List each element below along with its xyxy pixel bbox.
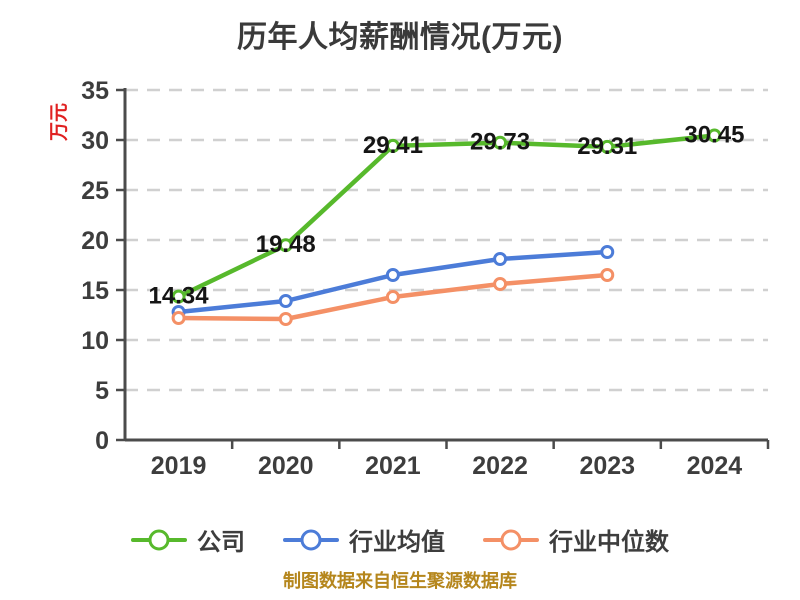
data-point-company <box>707 128 722 143</box>
data-point-company <box>385 138 400 153</box>
data-point-industry-median <box>385 290 400 304</box>
x-tick-label: 2019 <box>151 452 207 480</box>
y-tick-label: 30 <box>81 127 109 155</box>
y-tick-label: 25 <box>81 177 109 205</box>
data-label-company: 19.48 <box>256 231 316 258</box>
y-tick-label: 0 <box>95 427 109 455</box>
data-point-industry-mean <box>278 294 293 308</box>
chart-title: 历年人均薪酬情况(万元) <box>237 21 563 54</box>
data-point-industry-mean <box>493 252 508 266</box>
legend-circle-icon <box>300 529 322 550</box>
legend: 公司 行业均值 行业中位数 <box>0 522 800 557</box>
legend-circle-icon <box>500 529 522 550</box>
x-tick-label: 2024 <box>687 452 743 480</box>
legend-item-industry-mean[interactable]: 行业均值 <box>283 522 445 557</box>
legend-marker-industry-mean <box>283 528 339 552</box>
x-tick-label: 2021 <box>365 452 421 480</box>
data-point-industry-median <box>600 268 615 282</box>
y-tick-label: 5 <box>95 377 109 405</box>
legend-label-company: 公司 <box>197 529 245 556</box>
data-point-industry-mean <box>385 268 400 282</box>
legend-item-company[interactable]: 公司 <box>131 522 245 557</box>
data-label-company: 30.45 <box>684 122 744 149</box>
data-label-company: 29.31 <box>577 133 637 160</box>
y-tick-label: 15 <box>81 277 109 305</box>
legend-marker-industry-median <box>483 528 539 552</box>
data-point-industry-median <box>493 277 508 291</box>
y-tick-label: 35 <box>81 77 109 105</box>
legend-label-industry-mean: 行业均值 <box>349 529 445 556</box>
x-tick-label: 2023 <box>579 452 635 480</box>
legend-item-industry-median[interactable]: 行业中位数 <box>483 522 669 557</box>
legend-circle-icon <box>148 529 170 550</box>
x-tick-label: 2022 <box>472 452 528 480</box>
data-point-industry-median <box>278 312 293 326</box>
y-tick-label: 10 <box>81 327 109 355</box>
data-point-industry-mean <box>600 245 615 259</box>
legend-marker-company <box>131 528 187 552</box>
x-tick-label: 2020 <box>258 452 314 480</box>
data-point-company <box>278 238 293 253</box>
data-point-company <box>493 135 508 150</box>
legend-label-industry-median: 行业中位数 <box>549 529 669 556</box>
data-source-note: 制图数据来自恒生聚源数据库 <box>283 571 517 591</box>
data-label-company: 29.41 <box>363 132 423 159</box>
line-chart: 0 5 10 15 20 25 30 35 2019 2020 2021 2022 2023 2024 14… <box>81 77 770 480</box>
y-tick-label: 20 <box>81 227 109 255</box>
data-point-industry-median <box>171 311 186 325</box>
series-line-company <box>176 133 717 299</box>
data-point-company <box>600 139 615 154</box>
data-label-company: 29.73 <box>470 129 530 156</box>
data-point-company <box>171 289 186 304</box>
data-label-company: 14.34 <box>149 283 210 310</box>
